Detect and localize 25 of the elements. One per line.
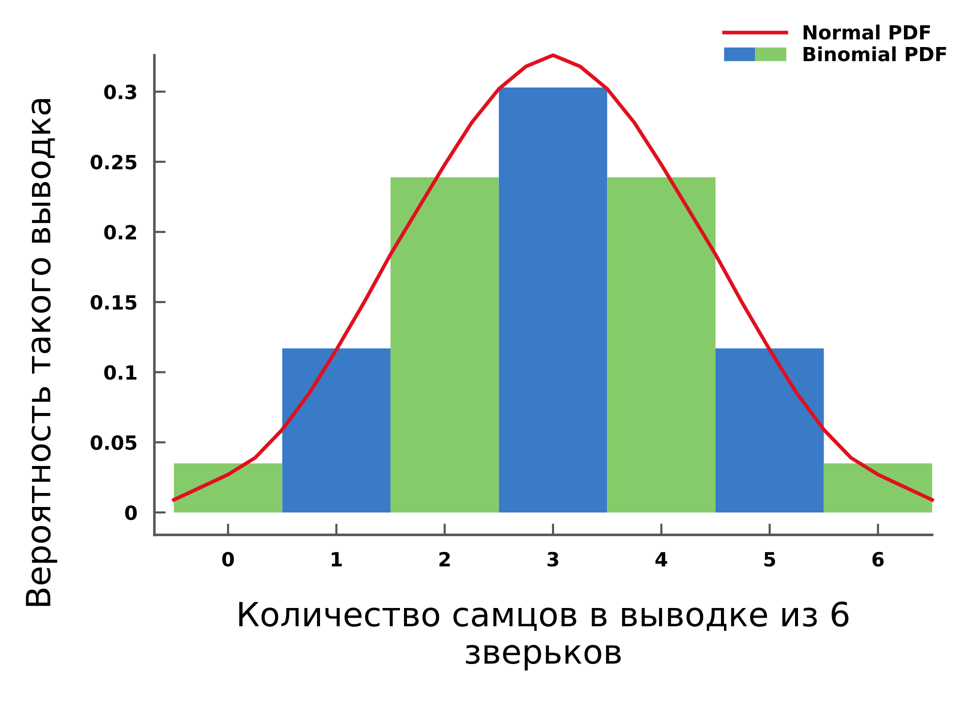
y-tick-label: 0.1 xyxy=(104,365,136,380)
legend-label: Normal PDF xyxy=(804,24,930,40)
x-axis-title: Количество самцов в выводке из 6 зверьков xyxy=(239,602,848,671)
legend-label: Binomial PDF xyxy=(804,46,946,62)
x-tick-label: 4 xyxy=(655,552,668,566)
bar xyxy=(607,177,716,512)
y-tick-label: 0 xyxy=(125,505,137,520)
x-tick-label: 0 xyxy=(222,552,234,567)
bar xyxy=(716,348,824,512)
bar xyxy=(498,87,608,512)
y-tick-label: 0.05 xyxy=(90,435,136,450)
bar xyxy=(282,348,391,512)
y-tick-label: 0.15 xyxy=(90,295,136,310)
y-tick-label: 0.25 xyxy=(90,154,136,170)
x-tick-label: 2 xyxy=(439,552,450,566)
x-tick-label: 6 xyxy=(872,552,884,567)
y-tick-label: 0.3 xyxy=(104,84,136,100)
x-tick-label: 1 xyxy=(332,552,342,566)
bar xyxy=(390,177,499,512)
x-tick-label: 3 xyxy=(548,552,558,567)
bar xyxy=(174,463,282,512)
x-tick-label: 5 xyxy=(764,552,776,567)
y-axis-title: Вероятность такого выводка xyxy=(26,99,58,606)
y-tick-label: 0.2 xyxy=(104,224,136,240)
bar xyxy=(824,463,932,512)
